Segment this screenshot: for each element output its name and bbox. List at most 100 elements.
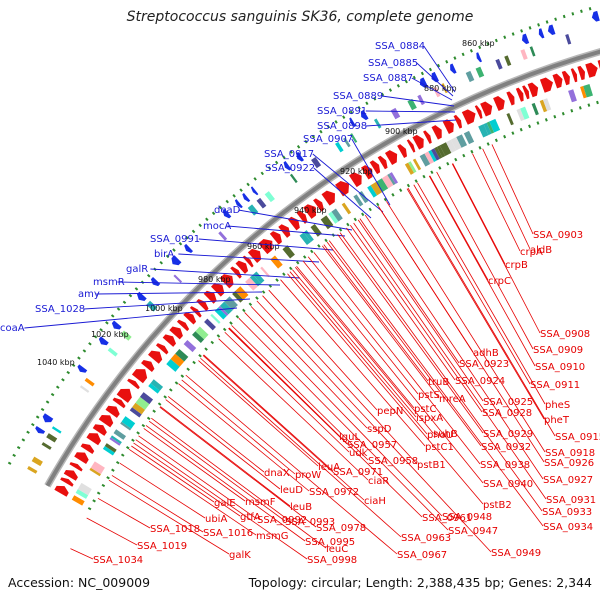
gene-label-SSA_0885: SSA_0885	[368, 58, 418, 69]
reverse-cds-arrow	[538, 28, 545, 39]
gene-leader-line	[321, 245, 440, 399]
gene-label-truB: truB	[428, 377, 449, 388]
gene-leader-line	[231, 325, 369, 461]
reverse-cds-arrow	[521, 33, 530, 45]
feature-band-block	[110, 435, 122, 444]
gene-leader-line	[178, 253, 320, 263]
outer-feature-block	[46, 433, 58, 443]
gene-label-pstB2: pstB2	[483, 500, 512, 511]
feature-band-block	[412, 158, 422, 171]
feature-band-block	[580, 85, 587, 99]
outer-feature-block	[407, 98, 417, 111]
gene-leader-line	[378, 206, 545, 463]
gene-label-aldB: aldB	[530, 245, 552, 256]
feature-band-block	[166, 359, 180, 372]
feature-band-block	[183, 339, 197, 353]
outer-feature-block	[27, 466, 38, 474]
gene-label-SSA_0971: SSA_0971	[333, 467, 383, 478]
forward-cds-arrow	[131, 369, 148, 384]
gene-label-SSA_0884: SSA_0884	[375, 41, 425, 52]
feature-band-block	[121, 416, 136, 429]
gene-leader-line	[198, 238, 334, 251]
forward-cds-arrow	[570, 68, 578, 83]
reverse-cds-arrow	[136, 291, 147, 301]
forward-cds-arrow	[54, 485, 69, 497]
gene-label-pheS: pheS	[545, 400, 570, 411]
forward-cds-arrow	[219, 274, 234, 289]
ruler-kbp-label: 940 kbp	[294, 206, 327, 215]
forward-cds-arrow	[162, 334, 176, 347]
map-title: Streptococcus sanguinis SK36, complete g…	[126, 9, 474, 25]
gene-label-SSA_0931: SSA_0931	[546, 495, 596, 506]
gene-leader-line	[262, 295, 418, 465]
outer-feature-block	[120, 330, 132, 341]
outer-feature-block	[335, 141, 344, 153]
outer-feature-block	[343, 137, 351, 148]
gene-leader-line	[359, 218, 460, 364]
gene-label-amy: amy	[78, 289, 100, 300]
feature-band-block	[282, 245, 295, 259]
forward-cds-arrow	[141, 359, 155, 373]
ruler-kbp-label: 880 kbp	[424, 84, 457, 93]
forward-cds-arrow	[453, 114, 463, 129]
forward-cds-arrow	[539, 77, 553, 93]
feature-band-block	[89, 467, 101, 477]
feature-band-block	[214, 307, 227, 320]
gene-leader-line	[138, 435, 258, 520]
gene-leader-line	[364, 214, 544, 480]
feature-band-block	[204, 318, 216, 331]
gene-label-SSA_0940: SSA_0940	[483, 479, 533, 490]
outer-feature-block	[475, 66, 485, 78]
feature-band-block	[486, 121, 495, 134]
feature-band-block	[175, 348, 189, 362]
outer-feature-block	[51, 426, 62, 434]
forward-cds-arrow	[203, 290, 217, 304]
feature-band-block	[370, 181, 383, 196]
feature-band-block	[218, 305, 229, 317]
gene-leader-line	[70, 548, 94, 560]
gene-leader-line	[294, 266, 434, 434]
outer-feature-block	[247, 204, 259, 216]
gene-leader-line	[97, 497, 151, 529]
outer-feature-block	[529, 46, 536, 57]
feature-band-block	[450, 137, 462, 151]
outer-feature-block	[504, 55, 512, 67]
gene-leader-line	[307, 256, 419, 395]
feature-band-block	[249, 274, 262, 287]
gene-label-SSA_0887: SSA_0887	[363, 73, 413, 84]
reverse-cds-arrow	[98, 336, 109, 346]
gene-leader-line	[491, 144, 534, 235]
forward-cds-arrow	[242, 255, 254, 268]
gene-label-SSA_0992: SSA_0992	[257, 515, 307, 526]
forward-cds-arrow	[585, 62, 598, 78]
gene-leader-line	[148, 420, 286, 522]
feature-band-block	[235, 286, 249, 300]
ruler-kbp-label: 1020 kbp	[91, 330, 129, 339]
gene-leader-line	[339, 232, 543, 512]
gene-label-SSA_0923: SSA_0923	[459, 359, 509, 370]
forward-cds-arrow	[361, 165, 373, 180]
gene-leader-line	[203, 354, 334, 472]
forward-cds-arrow	[480, 101, 493, 117]
gene-label-SSA_0932: SSA_0932	[481, 442, 531, 453]
forward-cds-arrow	[116, 388, 132, 403]
feature-band-block	[404, 162, 415, 175]
reverse-cds-arrow	[296, 151, 305, 162]
reverse-cds-arrow	[242, 192, 251, 203]
feature-band-block	[428, 149, 437, 162]
gene-label-msmR: msmR	[93, 277, 125, 288]
gene-label-SSA_0963: SSA_0963	[401, 533, 451, 544]
feature-band-block	[210, 313, 221, 324]
gene-label-SSA_0918: SSA_0918	[545, 448, 595, 459]
gene-leader-line	[289, 271, 428, 435]
feature-band-block	[408, 161, 417, 174]
gene-label-phoU: phoU	[427, 430, 453, 441]
gene-label-pstS: pstS	[418, 390, 440, 401]
gene-label-msmG: msmG	[256, 531, 288, 542]
feature-band-block	[120, 421, 132, 431]
reverse-cds-arrow	[150, 277, 161, 287]
gene-label-SSA_0933: SSA_0933	[542, 507, 592, 518]
gene-label-suhB: suhB	[433, 429, 458, 440]
